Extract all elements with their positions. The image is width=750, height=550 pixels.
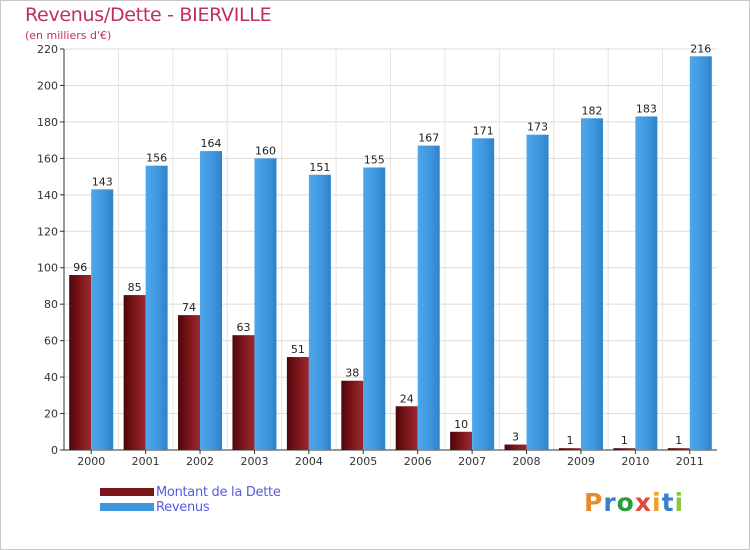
x-tick-label: 2000 xyxy=(77,455,105,468)
y-tick-label: 140 xyxy=(37,189,58,202)
data-label-debt: 1 xyxy=(566,434,573,447)
x-tick-label: 2006 xyxy=(404,455,432,468)
y-tick-label: 20 xyxy=(44,408,58,421)
x-tick-label: 2010 xyxy=(621,455,649,468)
data-label-revenue: 164 xyxy=(201,137,222,150)
bar-revenue xyxy=(254,158,277,450)
bar-debt xyxy=(504,444,527,450)
logo-letter: t xyxy=(661,488,675,517)
logo-letter: o xyxy=(616,488,635,517)
bars xyxy=(69,56,712,451)
bar-debt xyxy=(558,448,581,450)
data-label-revenue: 183 xyxy=(636,102,657,115)
data-label-debt: 85 xyxy=(128,281,142,294)
bar-debt xyxy=(178,315,201,450)
x-tick-label: 2007 xyxy=(458,455,486,468)
data-label-debt: 1 xyxy=(675,434,682,447)
x-tick-label: 2001 xyxy=(132,455,160,468)
logo-letter: P xyxy=(584,488,604,517)
x-tick-label: 2011 xyxy=(676,455,704,468)
data-label-debt: 51 xyxy=(291,343,305,356)
x-tick-label: 2008 xyxy=(513,455,541,468)
bar-debt xyxy=(613,448,636,450)
data-label-revenue: 167 xyxy=(418,132,439,145)
x-tick-label: 2005 xyxy=(349,455,377,468)
data-label-revenue: 216 xyxy=(690,42,711,55)
legend-swatch-revenue xyxy=(100,503,154,511)
y-tick-label: 0 xyxy=(51,444,58,457)
logo-letter: i xyxy=(652,488,662,517)
logo-letter: x xyxy=(634,488,652,517)
bar-debt xyxy=(341,380,364,450)
bar-debt xyxy=(286,357,309,450)
data-label-debt: 96 xyxy=(73,261,87,274)
data-label-debt: 24 xyxy=(400,392,414,405)
bar-revenue xyxy=(91,189,114,450)
bar-debt xyxy=(450,431,473,450)
x-tick-label: 2003 xyxy=(240,455,268,468)
x-tick-label: 2009 xyxy=(567,455,595,468)
x-tick-label: 2002 xyxy=(186,455,214,468)
data-label-revenue: 171 xyxy=(473,124,494,137)
y-tick-label: 160 xyxy=(37,152,58,165)
bar-revenue xyxy=(200,151,223,450)
data-label-debt: 1 xyxy=(621,434,628,447)
bar-revenue xyxy=(417,145,440,450)
axes: 0 20 40 60 80 100 120 140 160 180 200 220 2000 2001 20… xyxy=(37,43,717,468)
bar-debt xyxy=(69,275,92,450)
data-label-revenue: 156 xyxy=(146,152,167,165)
chart-title: Revenus/Dette - BIERVILLE xyxy=(25,4,272,26)
y-tick-label: 120 xyxy=(37,225,58,238)
data-label-debt: 74 xyxy=(182,301,196,314)
bar-revenue xyxy=(308,174,331,450)
logo-letter: i xyxy=(674,488,685,517)
y-tick-label: 200 xyxy=(37,79,58,92)
logo-letter: r xyxy=(603,488,617,517)
legend-swatch-debt xyxy=(100,488,154,496)
bar-revenue xyxy=(145,165,168,450)
data-label-revenue: 160 xyxy=(255,144,276,157)
data-label-revenue: 173 xyxy=(527,121,548,134)
bar-revenue xyxy=(635,116,658,450)
bar-revenue xyxy=(472,138,495,450)
legend-label-debt: Montant de la Dette xyxy=(156,485,281,500)
data-label-revenue: 151 xyxy=(309,161,330,174)
y-tick-label: 220 xyxy=(37,43,58,56)
x-tick-label: 2004 xyxy=(295,455,323,468)
legend-label-revenue: Revenus xyxy=(156,500,210,515)
y-tick-label: 80 xyxy=(44,298,58,311)
data-label-debt: 38 xyxy=(345,367,359,380)
bar-debt xyxy=(395,406,418,450)
data-label-debt: 3 xyxy=(512,431,519,444)
data-label-revenue: 182 xyxy=(581,104,602,117)
grid-lines xyxy=(64,48,717,450)
y-tick-label: 60 xyxy=(44,335,58,348)
data-label-revenue: 155 xyxy=(364,153,385,166)
bar-revenue xyxy=(580,118,603,450)
data-label-revenue: 143 xyxy=(92,175,113,188)
y-tick-label: 40 xyxy=(44,371,58,384)
bar-debt xyxy=(123,295,146,450)
y-tick-label: 100 xyxy=(37,262,58,275)
bar-revenue xyxy=(526,134,549,450)
data-label-debt: 63 xyxy=(236,321,250,334)
bar-debt xyxy=(232,335,255,450)
bar-revenue xyxy=(363,167,386,450)
chart-subtitle: (en milliers d'€) xyxy=(25,29,112,42)
y-tick-label: 180 xyxy=(37,116,58,129)
bar-debt xyxy=(667,448,690,450)
data-labels: 96 143 85 156 74 164 63 160 51 151 38 155 24 167 10 171… xyxy=(73,42,711,447)
data-label-debt: 10 xyxy=(454,418,468,431)
proxiti-logo: Proxiti xyxy=(584,488,684,517)
bar-revenue xyxy=(689,56,712,451)
